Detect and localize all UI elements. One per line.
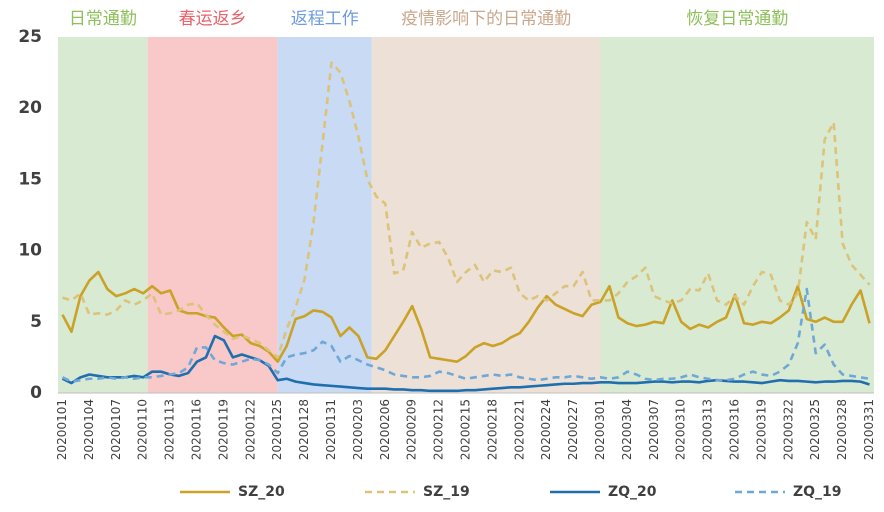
- x-tick-label: 20200122: [243, 399, 257, 460]
- series-line: [61, 270, 871, 363]
- axes: 0 5 10 15 20 25 20200101 20200104 20200107 202001…: [18, 27, 876, 460]
- regions: 日常通勤 春运返乡 返程工作 疫情影响下的日常通勤 恢复日常通勤: [58, 9, 874, 393]
- region-label: 疫情影响下的日常通勤: [401, 9, 571, 29]
- series-line: [62, 61, 871, 359]
- x-tick-label: 20200110: [136, 399, 150, 460]
- region-band: [371, 37, 601, 393]
- x-tick-label: 20200107: [109, 399, 123, 460]
- series-line: [61, 334, 870, 393]
- legend: SZ_20 SZ_19 ZQ_20 ZQ_19: [180, 484, 842, 500]
- legend-label: SZ_20: [238, 484, 285, 500]
- y-tick-label: 20: [18, 98, 42, 118]
- x-tick-label: 20200307: [647, 399, 661, 460]
- x-tick-label: 20200131: [324, 399, 338, 460]
- x-tick-label: 20200128: [297, 399, 311, 460]
- x-tick-label: 20200215: [459, 399, 473, 460]
- x-tick-label: 20200119: [216, 399, 230, 460]
- x-tick-label: 20200310: [674, 399, 688, 460]
- x-tick-label: 20200224: [539, 399, 553, 460]
- x-tick-label: 20200206: [378, 399, 392, 460]
- region-label: 返程工作: [291, 9, 359, 29]
- region-label: 恢复日常通勤: [686, 9, 788, 29]
- x-tick-label: 20200331: [862, 399, 876, 460]
- x-tick-label: 20200301: [593, 399, 607, 460]
- x-tick-label: 20200125: [270, 399, 284, 460]
- x-tick-label: 20200209: [405, 399, 419, 460]
- x-tick-label: 20200218: [485, 399, 499, 460]
- x-tick-label: 20200221: [512, 399, 526, 460]
- x-tick-label: 20200116: [189, 399, 203, 460]
- x-tick-label: 20200203: [351, 399, 365, 460]
- region-band: [58, 37, 148, 393]
- x-tick-label: 20200104: [82, 399, 96, 460]
- region-band: [600, 37, 874, 393]
- y-tick-label: 0: [30, 383, 42, 403]
- x-tick-label: 20200328: [835, 399, 849, 460]
- x-tick-label: 20200316: [728, 399, 742, 460]
- x-tick-label: 20200304: [620, 399, 634, 460]
- x-tick-label: 20200313: [701, 399, 715, 460]
- region-label: 日常通勤: [69, 9, 137, 29]
- y-tick-label: 10: [18, 241, 42, 261]
- legend-label: ZQ_19: [793, 484, 842, 500]
- legend-label: ZQ_20: [608, 484, 657, 500]
- region-band: [147, 37, 278, 393]
- x-tick-label: 20200101: [55, 399, 69, 460]
- y-tick-label: 25: [18, 27, 42, 47]
- x-tick-label: 20200322: [781, 399, 795, 460]
- y-tick-label: 5: [30, 312, 42, 332]
- x-tick-label: 20200319: [754, 399, 768, 460]
- x-tick-label: 20200212: [432, 399, 446, 460]
- x-tick-label: 20200227: [566, 399, 580, 460]
- lines: [61, 61, 871, 393]
- x-tick-label: 20200113: [163, 399, 177, 460]
- region-label: 春运返乡: [179, 9, 247, 29]
- x-tick-label: 20200325: [808, 399, 822, 460]
- region-band: [277, 37, 372, 393]
- legend-label: SZ_19: [423, 484, 470, 500]
- y-tick-label: 15: [18, 169, 42, 189]
